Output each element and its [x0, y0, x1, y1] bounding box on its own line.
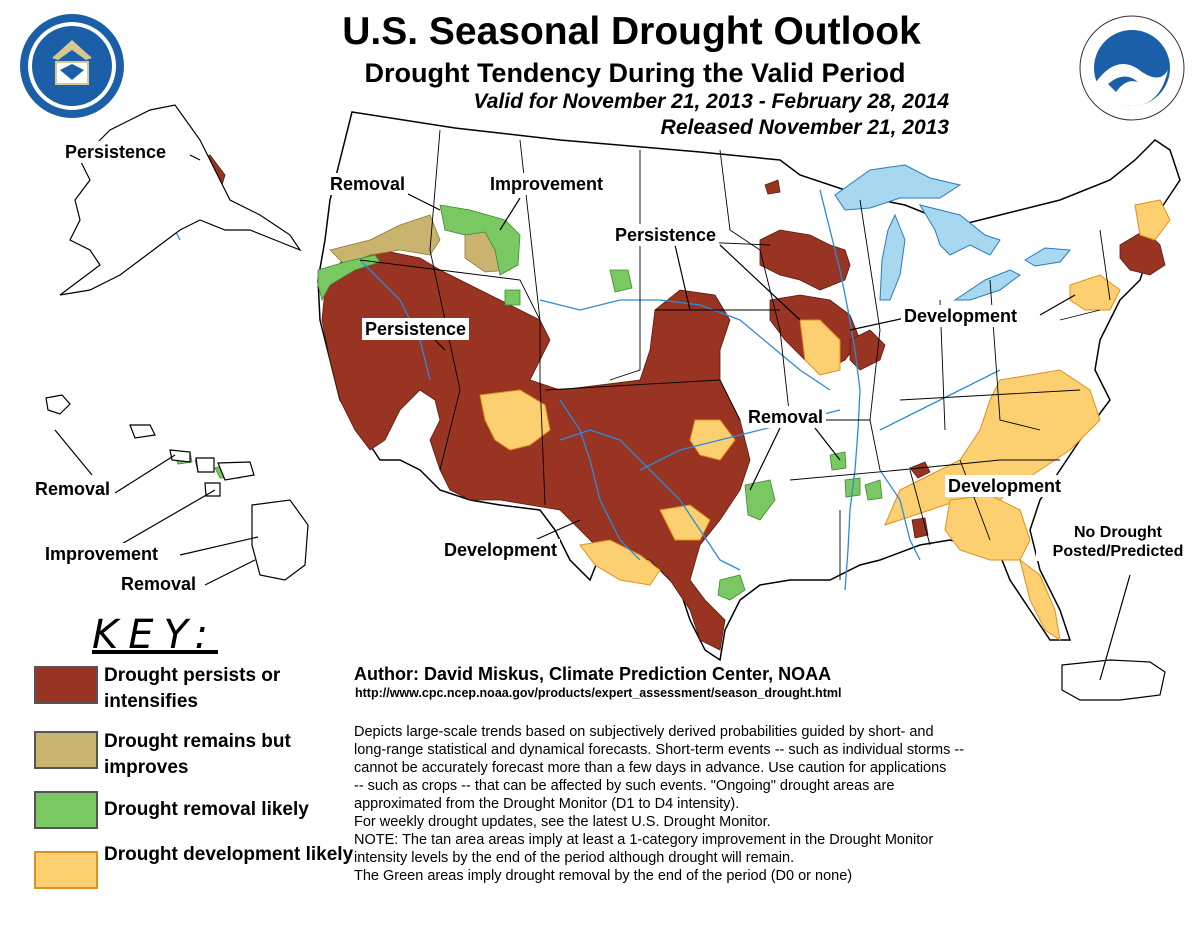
note-line: approximated from the Drought Monitor (D… [354, 796, 740, 812]
page-title: U.S. Seasonal Drought Outlook [342, 10, 921, 53]
note-line: long-range statistical and dynamical for… [354, 742, 965, 758]
page-subtitle: Drought Tendency During the Valid Period [364, 58, 906, 88]
disclaimer-notes: Depicts large-scale trends based on subj… [354, 723, 1174, 885]
label-midwest-persistence: Persistence [612, 224, 720, 246]
source-url[interactable]: http://www.cpc.ncep.noaa.gov/products/ex… [355, 686, 842, 700]
note-line: For weekly drought updates, see the late… [354, 814, 771, 830]
label-west-persistence: Persistence [362, 318, 470, 340]
note-line: The Green areas imply drought removal by… [354, 868, 853, 884]
label-alaska-persistence: Persistence [62, 141, 170, 163]
development-areas [479, 199, 1171, 642]
label-nw-removal: Removal [327, 173, 409, 195]
hawaii-outline [45, 394, 309, 581]
key-swatch-improve [34, 731, 98, 769]
label-pr-no-drought: No Drought Posted/Predicted [1036, 523, 1199, 561]
key-swatch-persist [34, 666, 98, 704]
label-nw-improvement: Improvement [487, 173, 607, 195]
label-se-development: Development [945, 475, 1065, 497]
leader-lines [54, 154, 1131, 681]
label-sw-development: Development [441, 539, 561, 561]
puerto-rico-outline [1061, 659, 1166, 701]
key-label-improve: Drought remains but improves [104, 731, 291, 778]
label-south-removal: Removal [745, 406, 827, 428]
note-line: -- such as crops -- that can be affected… [354, 778, 895, 794]
key-label-removal: Drought removal likely [104, 799, 309, 820]
label-hawaii-improvement: Improvement [42, 543, 162, 565]
key-label-develop: Drought development likely [104, 844, 354, 865]
label-hawaii-removal-2: Removal [118, 573, 200, 595]
valid-period: Valid for November 21, 2013 - February 2… [473, 90, 949, 113]
key-swatch-removal [34, 791, 98, 829]
note-line: intensity levels by the end of the perio… [354, 850, 795, 866]
note-line: cannot be accurately forecast more than … [354, 760, 947, 776]
note-line: NOTE: The tan area areas imply at least … [354, 832, 934, 848]
commerce-seal-logo [20, 14, 124, 118]
key-label-persist: Drought persists or intensifies [104, 665, 281, 712]
release-date: Released November 21, 2013 [660, 116, 949, 139]
key-title: KEY: [92, 612, 218, 658]
note-line: Depicts large-scale trends based on subj… [354, 724, 934, 740]
key-swatch-develop [34, 851, 98, 889]
label-ne-development: Development [901, 305, 1021, 327]
noaa-logo [1079, 15, 1185, 121]
label-hawaii-removal-1: Removal [32, 478, 114, 500]
alaska-outline [59, 104, 302, 296]
great-lakes [834, 164, 1072, 301]
author-credit: Author: David Miskus, Climate Prediction… [354, 664, 832, 684]
